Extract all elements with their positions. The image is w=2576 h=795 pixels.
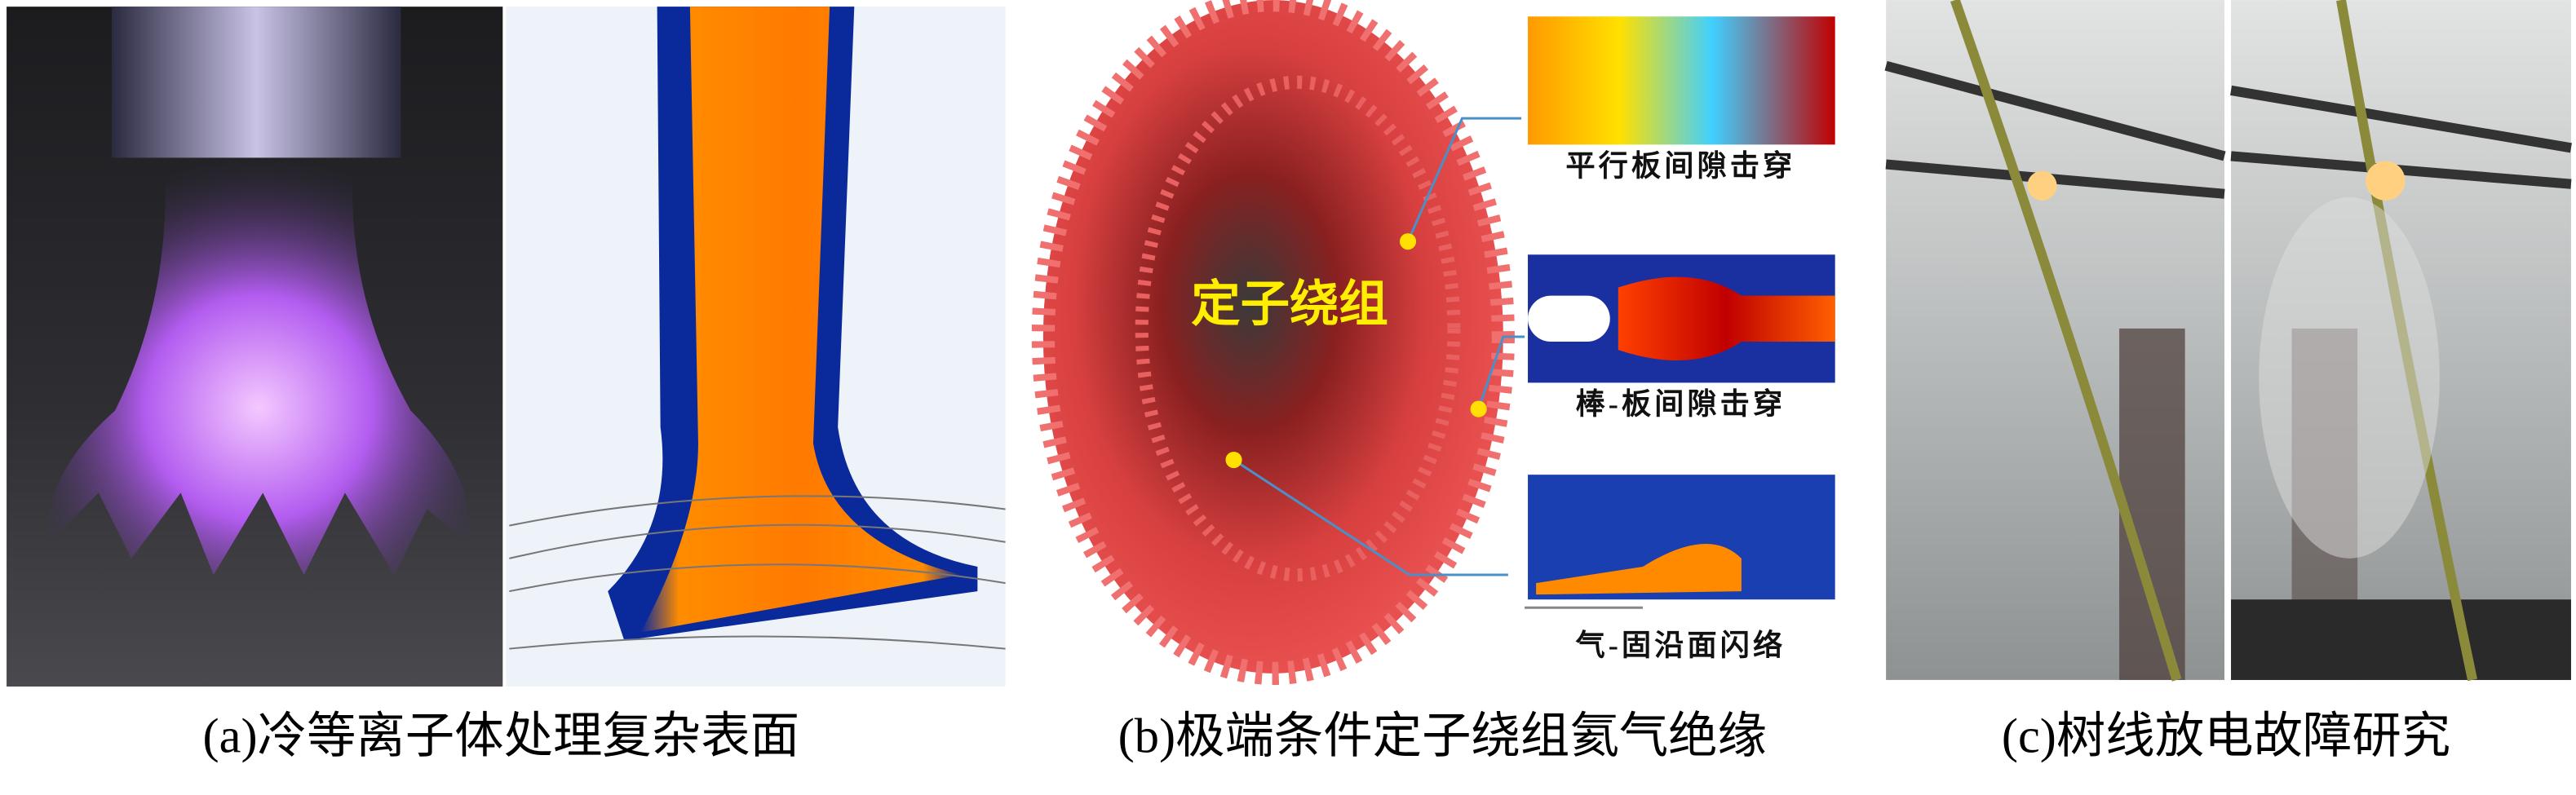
spark	[2366, 161, 2406, 201]
smoke	[2259, 197, 2440, 559]
marker	[1470, 400, 1487, 417]
marker	[1225, 451, 1242, 469]
inset-label: 棒-板间隙击穿	[1575, 388, 1786, 421]
inset-label: 气-固沿面闪络	[1575, 629, 1786, 662]
insulator	[2119, 328, 2185, 680]
caption: (c)树线放电故障研究	[2002, 709, 2450, 764]
spark	[2027, 170, 2057, 201]
marker	[1399, 233, 1417, 250]
simulation-column	[640, 7, 962, 633]
caption: (a)冷等离子体处理复杂表面	[203, 709, 800, 764]
leader-lines	[1233, 117, 1525, 576]
geometry-lines	[509, 495, 1006, 650]
inset-discharge	[1618, 276, 1835, 361]
ground	[2231, 599, 2571, 680]
nozzle	[111, 7, 401, 158]
rod-electrode	[1528, 295, 1610, 342]
plasma-plume	[48, 157, 470, 576]
inset-image	[1528, 16, 1835, 145]
inset-discharge	[1536, 543, 1742, 595]
caption: (b)极端条件定子绕组氦气绝缘	[1118, 709, 1767, 764]
stator	[1042, 0, 1503, 674]
stator-label: 定子绕组	[1191, 277, 1388, 332]
stator-slots	[1135, 75, 1461, 582]
inset-label: 平行板间隙击穿	[1565, 150, 1795, 183]
